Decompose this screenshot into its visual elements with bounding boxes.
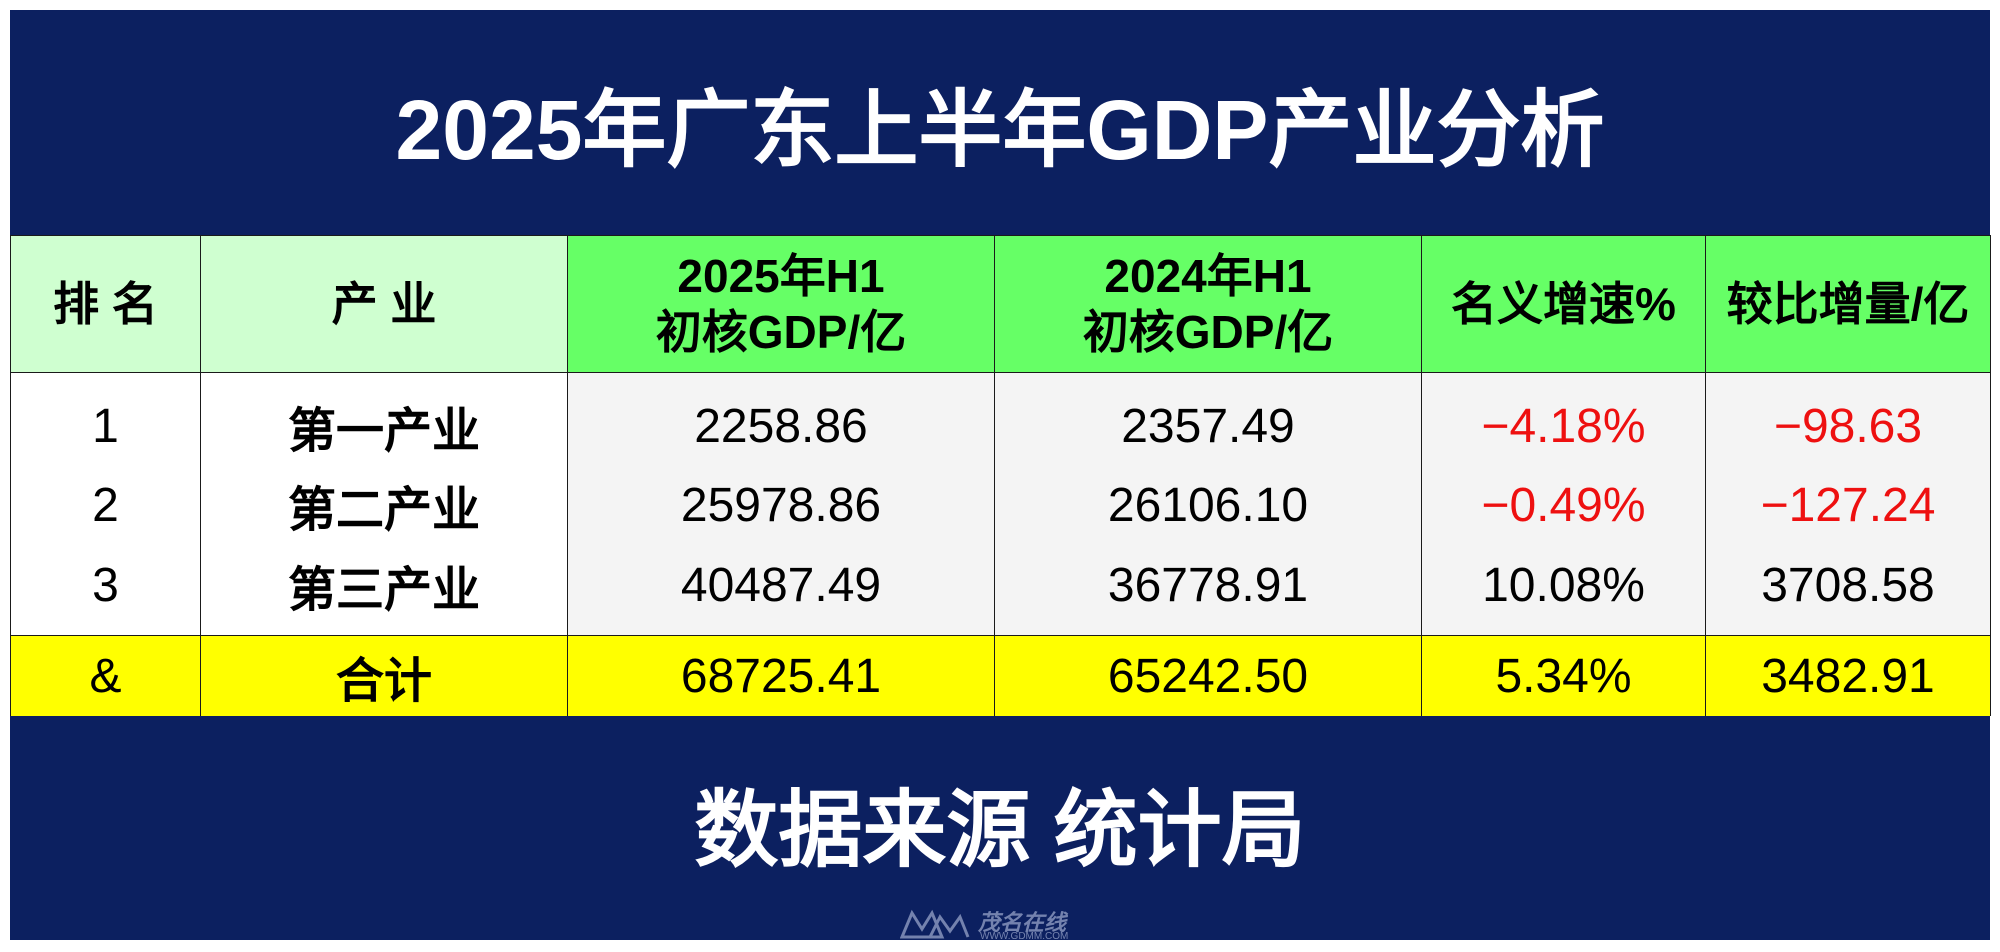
table-row: 1 第一产业 2258.86 2357.49 −4.18% −98.63	[10, 372, 1991, 461]
table-header-row: 排 名 产 业 2025年H1 初核GDP/亿 2024年H1 初核GDP/亿 …	[10, 235, 1991, 373]
header-gdp-2025-line1: 2025年H1	[677, 250, 885, 302]
watermark: 茂名在线 WWW.GDMM.COM	[900, 905, 1120, 945]
cell-gdp-2025: 2258.86	[567, 372, 995, 461]
header-gdp-2025-line2: 初核GDP/亿	[655, 306, 907, 358]
total-growth: 5.34%	[1421, 635, 1706, 716]
header-gdp-2025: 2025年H1 初核GDP/亿	[567, 235, 995, 373]
cell-gdp-2024: 26106.10	[994, 461, 1422, 549]
total-row: & 合计 68725.41 65242.50 5.34% 3482.91	[10, 635, 1991, 716]
cell-rank: 2	[10, 461, 201, 549]
total-gdp-2025: 68725.41	[567, 635, 995, 716]
cell-increase: 3708.58	[1705, 549, 1991, 636]
total-rank: &	[10, 635, 201, 716]
header-growth: 名义增速%	[1421, 235, 1706, 373]
table-row: 2 第二产业 25978.86 26106.10 −0.49% −127.24	[10, 461, 1991, 549]
header-industry: 产 业	[200, 235, 568, 373]
header-gdp-2024-line2: 初核GDP/亿	[1082, 306, 1334, 358]
cell-gdp-2024: 2357.49	[994, 372, 1422, 461]
cell-gdp-2024: 36778.91	[994, 549, 1422, 636]
header-rank: 排 名	[10, 235, 201, 373]
cell-growth: −0.49%	[1421, 461, 1706, 549]
header-gdp-2024-line1: 2024年H1	[1104, 250, 1312, 302]
total-increase: 3482.91	[1705, 635, 1991, 716]
watermark-subtext: WWW.GDMM.COM	[980, 931, 1069, 942]
total-label: 合计	[200, 635, 568, 716]
watermark-logo-icon	[900, 909, 970, 939]
cell-growth: 10.08%	[1421, 549, 1706, 636]
cell-increase: −98.63	[1705, 372, 1991, 461]
page-title: 2025年广东上半年GDP产业分析	[395, 83, 1605, 177]
header-increase: 较比增量/亿	[1705, 235, 1991, 373]
gdp-table: 排 名 产 业 2025年H1 初核GDP/亿 2024年H1 初核GDP/亿 …	[10, 235, 1991, 716]
cell-increase: −127.24	[1705, 461, 1991, 549]
header-gdp-2024: 2024年H1 初核GDP/亿	[994, 235, 1422, 373]
cell-industry: 第二产业	[200, 461, 568, 549]
table-row: 3 第三产业 40487.49 36778.91 10.08% 3708.58	[10, 549, 1991, 636]
cell-rank: 1	[10, 372, 201, 461]
cell-industry: 第三产业	[200, 549, 568, 636]
watermark-text: 茂名在线	[978, 910, 1067, 935]
cell-growth: −4.18%	[1421, 372, 1706, 461]
cell-gdp-2025: 25978.86	[567, 461, 995, 549]
cell-rank: 3	[10, 549, 201, 636]
cell-gdp-2025: 40487.49	[567, 549, 995, 636]
cell-industry: 第一产业	[200, 372, 568, 461]
source-footer: 数据来源 统计局	[694, 783, 1306, 877]
total-gdp-2024: 65242.50	[994, 635, 1422, 716]
